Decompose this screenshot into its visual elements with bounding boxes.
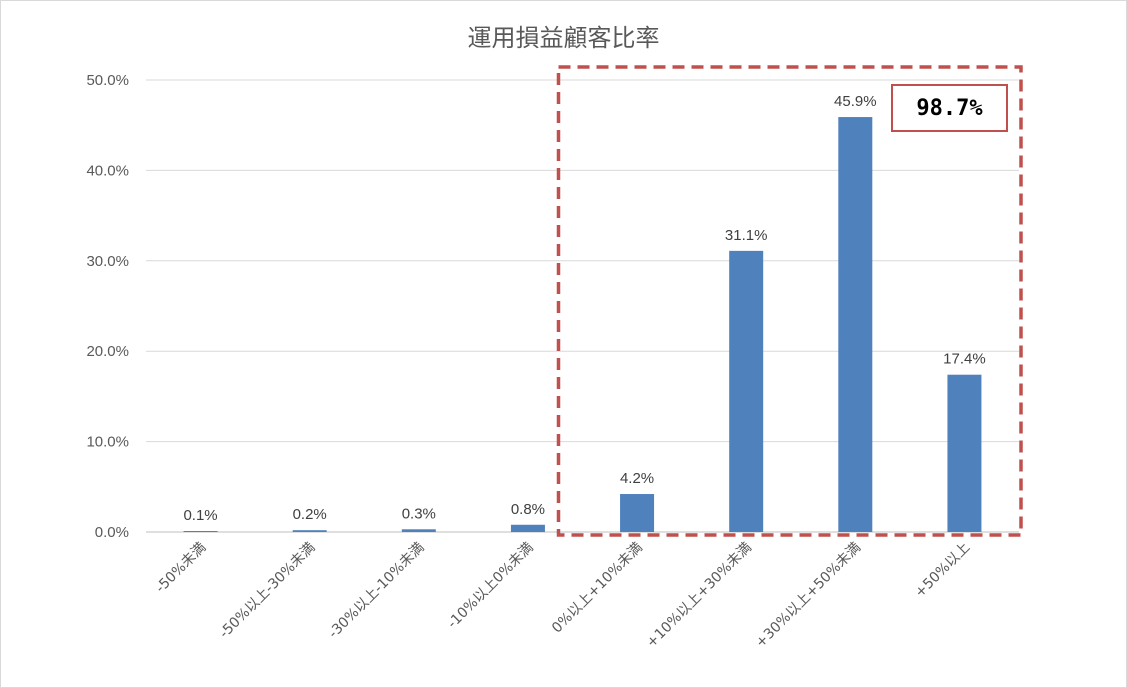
data-label: 0.8% xyxy=(511,501,545,518)
category-label: -50%以上-30%未満 xyxy=(216,540,318,642)
bar xyxy=(292,530,327,532)
category-label: +10%以上+30%未満 xyxy=(644,540,756,652)
chart-title: 運用損益顧客比率 xyxy=(467,24,660,52)
category-label: -50%未満 xyxy=(153,540,210,597)
y-tick-label: 40.0% xyxy=(86,162,129,179)
data-label: 45.9% xyxy=(834,93,877,110)
bar xyxy=(947,374,982,532)
y-tick-label: 0.0% xyxy=(95,524,129,541)
y-tick-label: 50.0% xyxy=(86,72,129,89)
data-label: 0.1% xyxy=(183,507,217,524)
category-label: +50%以上 xyxy=(912,540,973,601)
bar xyxy=(838,117,873,533)
y-tick-label: 30.0% xyxy=(86,253,129,270)
y-tick-label: 10.0% xyxy=(86,434,129,451)
category-label: +30%以上+50%未満 xyxy=(753,540,865,652)
bar xyxy=(183,531,218,532)
category-label: -30%以上-10%未満 xyxy=(326,540,428,642)
y-tick-label: 20.0% xyxy=(86,343,129,360)
data-label: 4.2% xyxy=(620,470,654,487)
category-label: 0%以上+10%未満 xyxy=(549,540,646,637)
data-label: 0.2% xyxy=(293,506,327,523)
bar xyxy=(620,494,655,532)
bar xyxy=(401,529,436,532)
bar xyxy=(729,250,764,532)
category-label: -10%以上0%未満 xyxy=(445,540,537,632)
data-label: 17.4% xyxy=(943,351,986,368)
data-label: 0.3% xyxy=(402,505,436,522)
highlight-dashed-box xyxy=(556,65,1023,537)
data-label: 31.1% xyxy=(725,227,768,244)
bar xyxy=(510,524,545,532)
highlight-total-label: 98.7% xyxy=(891,84,1008,132)
